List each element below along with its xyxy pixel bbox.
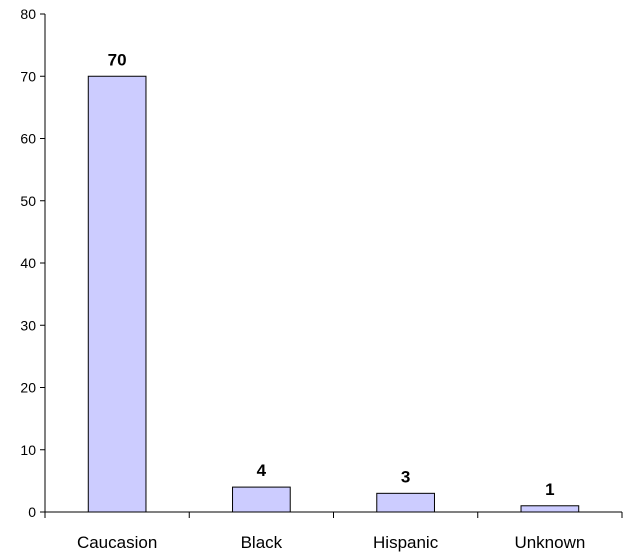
y-tick-label: 20 (20, 380, 36, 396)
x-tick-label: Caucasion (77, 533, 157, 552)
y-tick-label: 30 (20, 317, 36, 333)
x-axis: Caucasion Black Hispanic Unknown (44, 511, 623, 552)
data-label: 70 (108, 50, 127, 69)
data-label: 1 (545, 480, 554, 499)
data-label: 4 (257, 461, 267, 480)
data-labels: 70 4 3 1 (108, 50, 555, 499)
y-tick-label: 80 (20, 6, 36, 22)
y-tick-label: 70 (20, 68, 36, 84)
bar-caucasion (87, 75, 147, 513)
x-tick-label: Black (241, 533, 283, 552)
bar-black (232, 486, 291, 513)
y-tick-label: 40 (20, 255, 36, 271)
y-tick-label: 0 (28, 504, 36, 520)
y-axis: 0 10 20 30 40 50 60 70 80 (20, 6, 46, 520)
y-tick-label: 10 (20, 442, 36, 458)
bar-unknown (520, 505, 580, 513)
data-label: 3 (401, 467, 410, 486)
x-tick-label: Hispanic (373, 533, 439, 552)
x-tick-label: Unknown (514, 533, 585, 552)
bars (87, 75, 580, 513)
y-tick-label: 60 (20, 131, 36, 147)
y-tick-label: 50 (20, 193, 36, 209)
bar-hispanic (376, 492, 435, 513)
